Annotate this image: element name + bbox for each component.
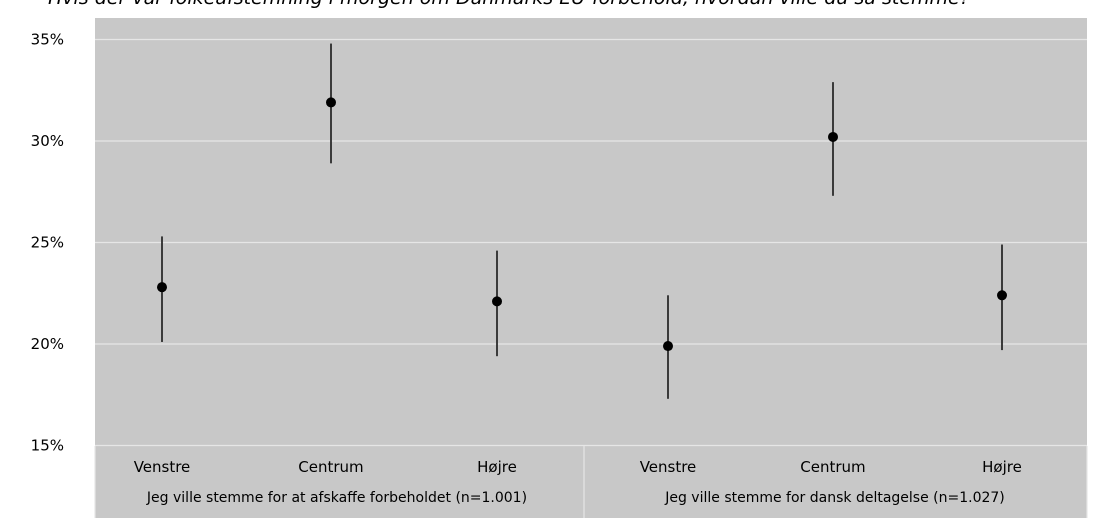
x-category-label: Højre [982,458,1022,476]
data-point [326,97,336,108]
x-category-label: Centrum [800,458,865,476]
y-tick-label: 30% [31,132,64,150]
y-tick-label: 20% [31,335,64,353]
x-group-label: Jeg ville stemme for at afskaffe forbeho… [146,490,527,506]
y-tick-label: 25% [31,234,64,252]
x-group-label: Jeg ville stemme for dansk deltagelse (n… [664,490,1005,506]
data-point [997,290,1007,301]
chart-title: Hvis der var folkeafstemning i morgen om… [48,0,970,9]
data-point [157,282,167,293]
x-category-label: Højre [477,458,517,476]
data-point [828,131,838,142]
plot-panel [95,18,1087,518]
data-point [492,296,502,307]
x-category-label: Centrum [298,458,363,476]
x-category-label: Venstre [640,458,697,476]
y-tick-label: 15% [31,437,64,455]
data-point [663,341,673,352]
x-category-label: Venstre [134,458,191,476]
y-tick-label: 35% [31,31,64,49]
